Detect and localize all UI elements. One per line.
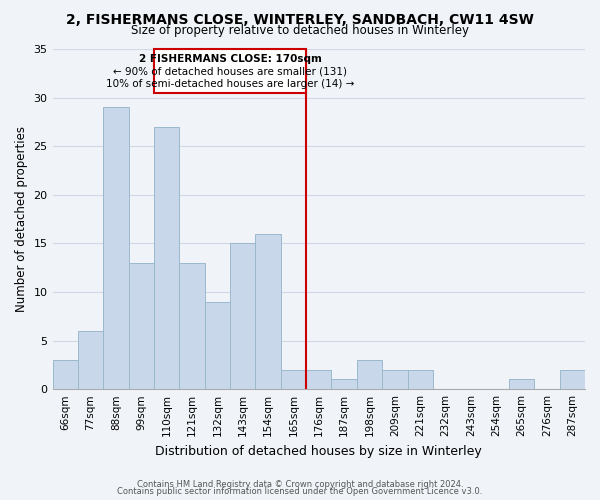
Bar [306, 370, 331, 389]
Text: 2, FISHERMANS CLOSE, WINTERLEY, SANDBACH, CW11 4SW: 2, FISHERMANS CLOSE, WINTERLEY, SANDBACH… [66, 12, 534, 26]
Bar [509, 380, 534, 389]
Bar [382, 370, 407, 389]
Bar [103, 108, 128, 389]
Text: Size of property relative to detached houses in Winterley: Size of property relative to detached ho… [131, 24, 469, 37]
Bar [331, 380, 357, 389]
Bar [128, 263, 154, 389]
Bar [53, 360, 78, 389]
Text: ← 90% of detached houses are smaller (131): ← 90% of detached houses are smaller (13… [113, 66, 347, 76]
Bar [230, 244, 256, 389]
Text: Contains public sector information licensed under the Open Government Licence v3: Contains public sector information licen… [118, 487, 482, 496]
FancyBboxPatch shape [154, 49, 306, 92]
X-axis label: Distribution of detached houses by size in Winterley: Distribution of detached houses by size … [155, 444, 482, 458]
Text: Contains HM Land Registry data © Crown copyright and database right 2024.: Contains HM Land Registry data © Crown c… [137, 480, 463, 489]
Bar [256, 234, 281, 389]
Bar [560, 370, 585, 389]
Bar [205, 302, 230, 389]
Bar [357, 360, 382, 389]
Y-axis label: Number of detached properties: Number of detached properties [15, 126, 28, 312]
Bar [179, 263, 205, 389]
Text: 2 FISHERMANS CLOSE: 170sqm: 2 FISHERMANS CLOSE: 170sqm [139, 54, 322, 64]
Bar [154, 127, 179, 389]
Bar [407, 370, 433, 389]
Text: 10% of semi-detached houses are larger (14) →: 10% of semi-detached houses are larger (… [106, 79, 354, 89]
Bar [281, 370, 306, 389]
Bar [78, 331, 103, 389]
